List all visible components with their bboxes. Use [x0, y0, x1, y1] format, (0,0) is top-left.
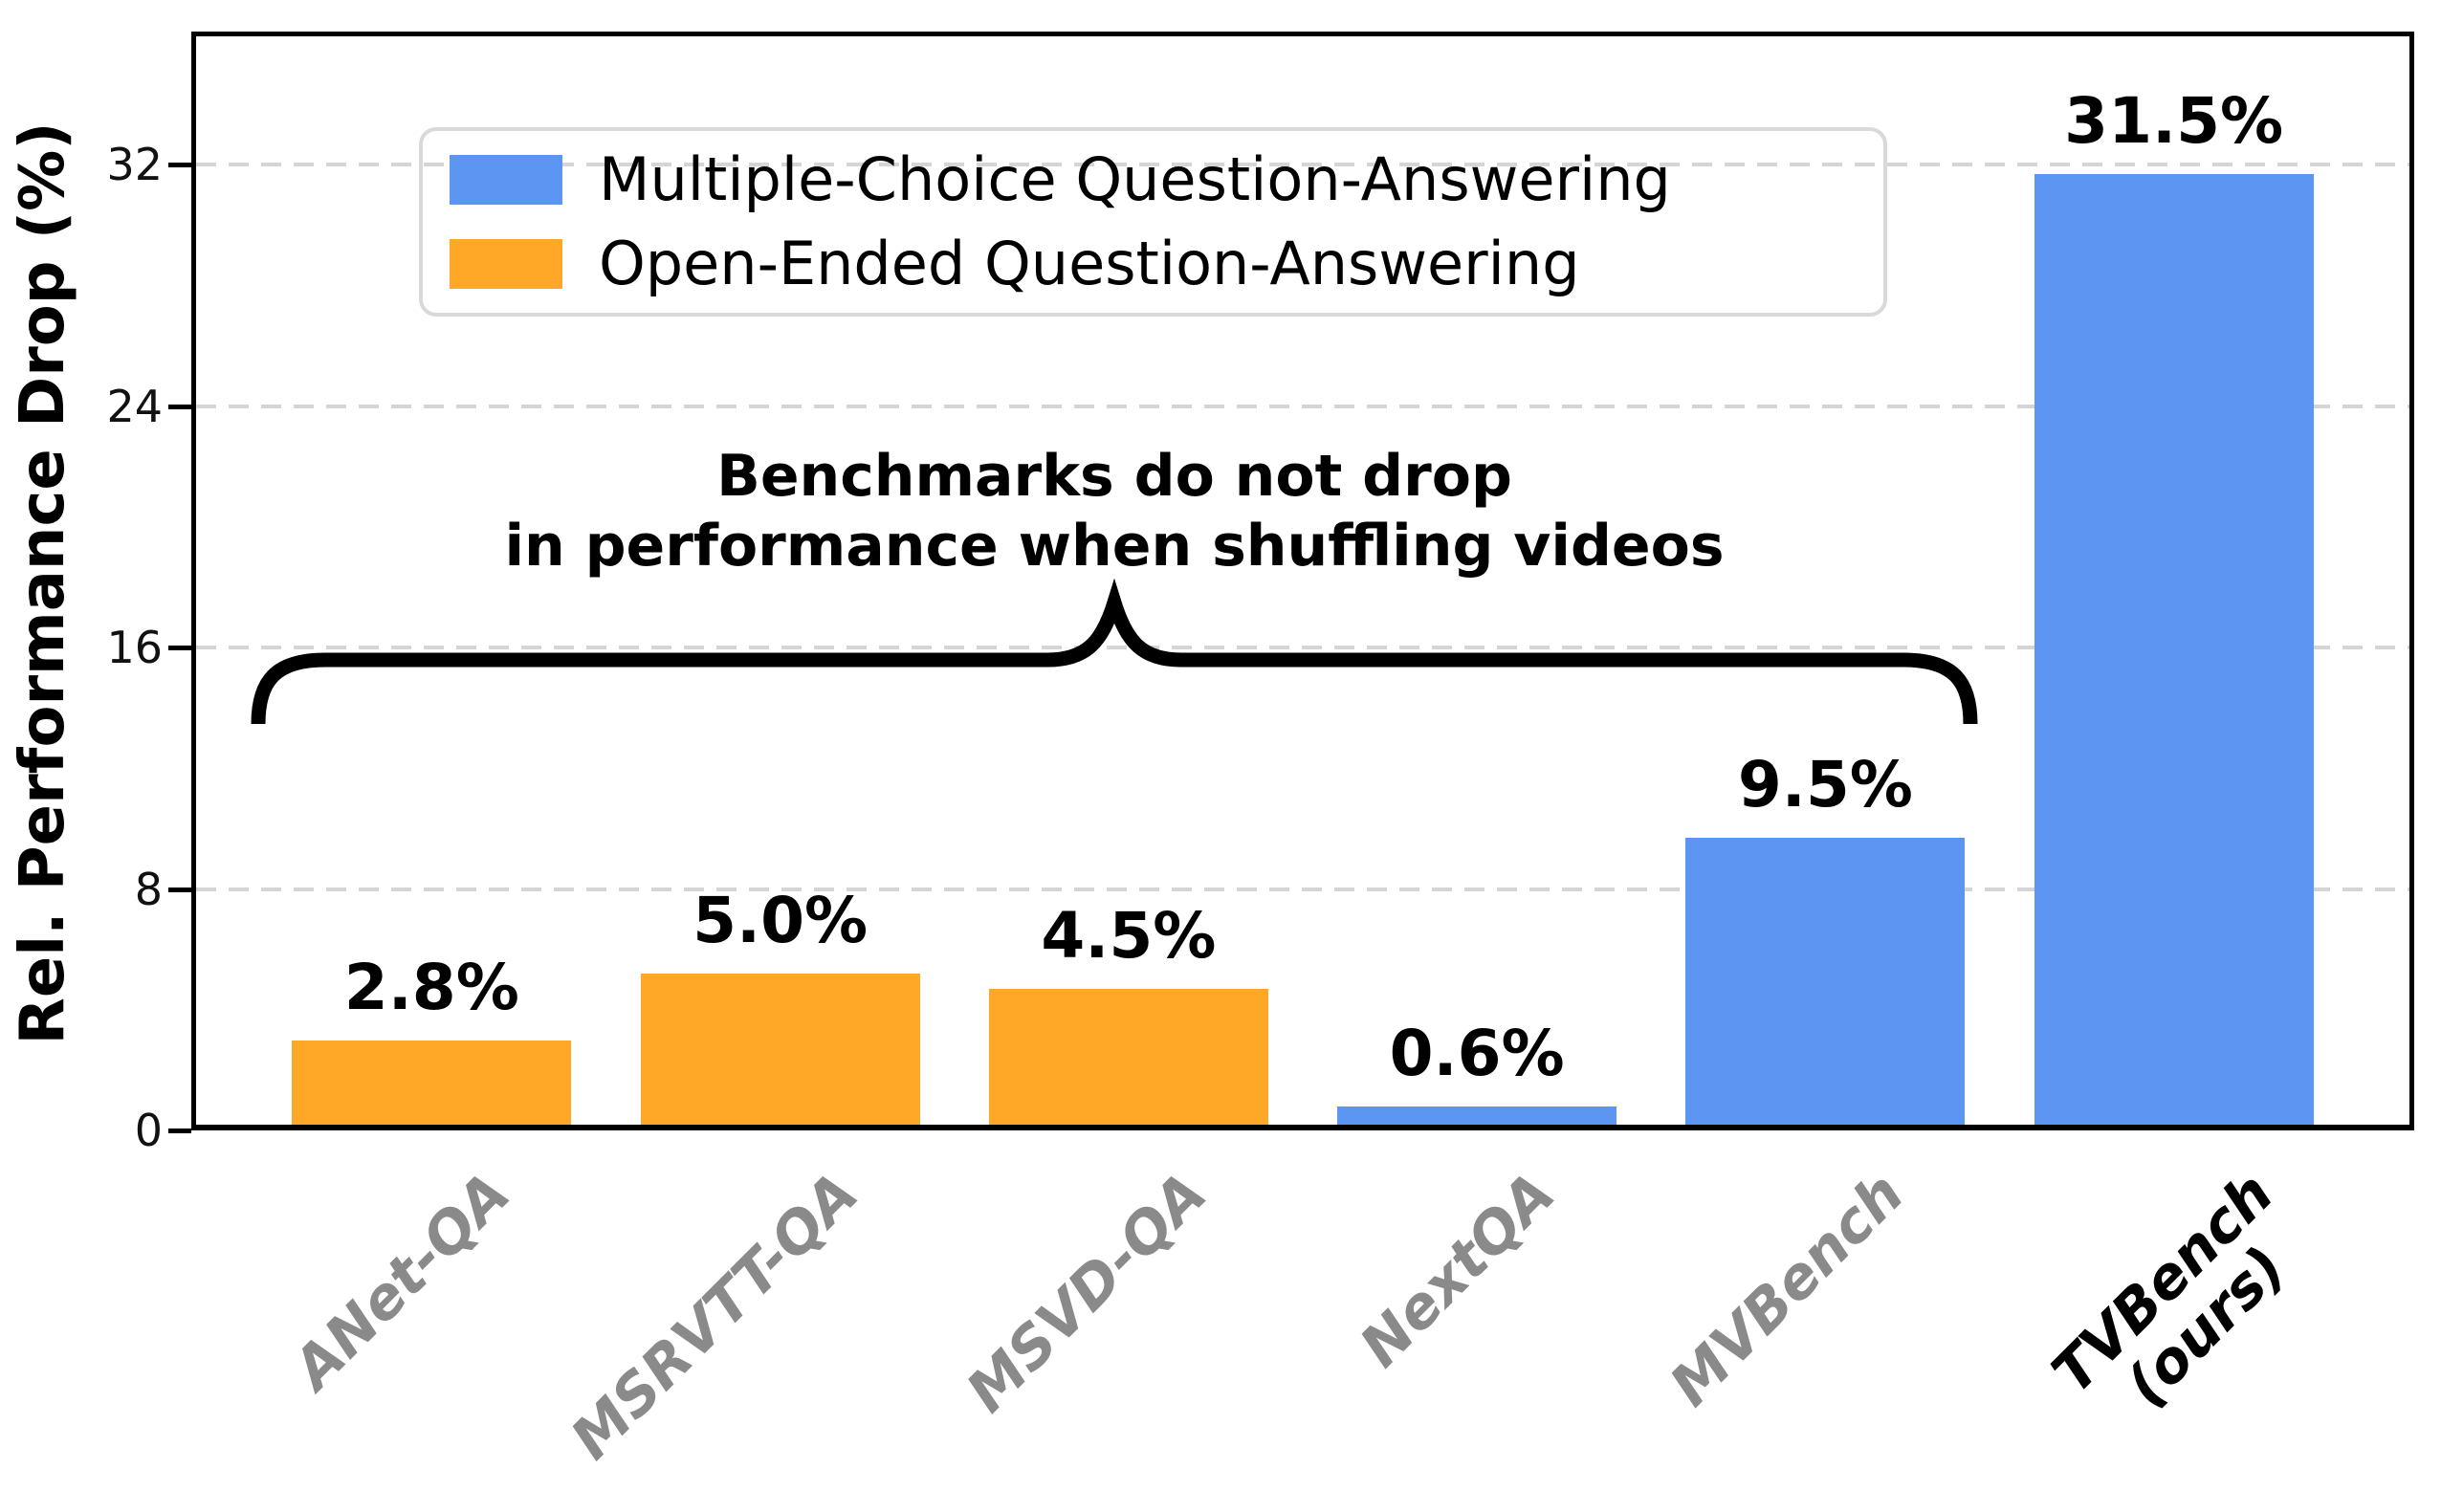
bar-value-label: 5.0%	[693, 884, 869, 957]
y-tick-mark	[168, 1129, 191, 1133]
legend-label: Multiple-Choice Question-Answering	[599, 144, 1671, 214]
bar-anet-qa	[292, 1041, 571, 1125]
y-tick-mark	[168, 404, 191, 409]
legend-swatch	[450, 155, 562, 205]
y-tick-label: 8	[134, 863, 163, 915]
y-tick-label: 32	[106, 139, 163, 191]
y-tick-label: 0	[134, 1105, 163, 1156]
bar-value-label: 31.5%	[2064, 84, 2284, 158]
bar-tvbench	[2034, 174, 2314, 1125]
annotation-line-1: Benchmarks do not drop	[716, 443, 1512, 510]
x-tick-label-msvd-qa: MSVD-QA	[954, 1159, 1220, 1426]
legend-swatch	[450, 239, 562, 289]
gridline	[196, 404, 2409, 408]
curly-brace-path	[251, 578, 1978, 725]
legend: Multiple-Choice Question-Answering Open-E…	[419, 127, 1887, 317]
legend-row: Multiple-Choice Question-Answering	[450, 142, 1855, 217]
x-tick-label-mvbench: MVBench	[1657, 1159, 1917, 1420]
y-tick-mark	[168, 646, 191, 651]
annotation-text: Benchmarks do not drop in performance wh…	[504, 442, 1724, 581]
plot-area: 2.8% 5.0% 4.5% 0.6% 9.5% 31.5% Benchmarks do …	[191, 32, 2414, 1130]
bar-nextqa	[1337, 1107, 1616, 1125]
x-tick-label-tvbench: TVBench (ours)	[2039, 1159, 2299, 1420]
plot-inner: 2.8% 5.0% 4.5% 0.6% 9.5% 31.5% Benchmarks do …	[196, 36, 2409, 1125]
gridline	[196, 163, 2409, 167]
legend-label: Open-Ended Question-Answering	[599, 229, 1580, 298]
y-tick-mark	[168, 887, 191, 892]
x-tick-label-anet-qa: ANet-QA	[280, 1159, 523, 1403]
bar-msvd-qa	[989, 989, 1268, 1125]
gridline	[196, 887, 2409, 891]
bar-mvbench	[1685, 838, 1965, 1125]
bar-value-label: 9.5%	[1737, 748, 1913, 822]
x-tick-label-nextqa: NextQA	[1348, 1159, 1569, 1381]
bar-value-label: 4.5%	[1041, 899, 1217, 973]
y-tick-mark	[168, 163, 191, 168]
bar-msrvtt-qa	[641, 974, 920, 1125]
y-tick-label: 24	[106, 380, 163, 432]
x-tick-label-msrvtt-qa: MSRVTT-QA	[559, 1159, 871, 1473]
legend-row: Open-Ended Question-Answering	[450, 227, 1855, 301]
annotation-line-2: in performance when shuffling videos	[504, 513, 1725, 580]
y-tick-label: 16	[106, 622, 163, 674]
bar-value-label: 2.8%	[343, 951, 519, 1024]
gridline	[196, 646, 2409, 650]
bar-value-label: 0.6%	[1389, 1017, 1565, 1090]
curly-brace	[251, 578, 1978, 725]
